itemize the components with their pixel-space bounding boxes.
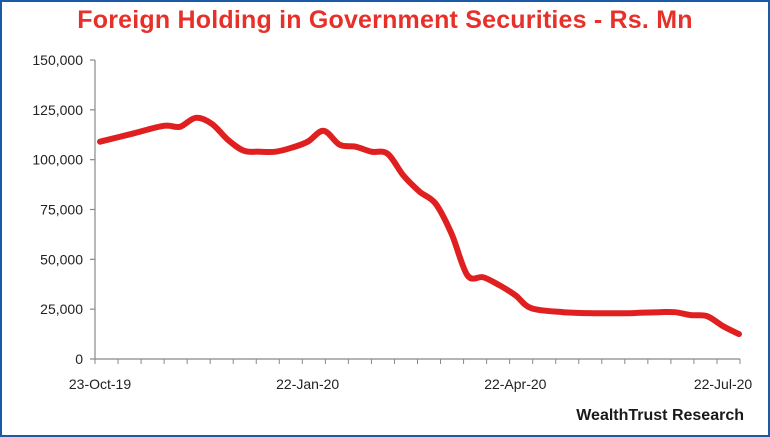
y-tick-label: 0 xyxy=(75,351,83,367)
y-tick-label: 150,000 xyxy=(32,52,83,68)
x-tick-label: 22-Apr-20 xyxy=(484,376,546,392)
chart-title: Foreign Holding in Government Securities… xyxy=(77,6,693,34)
x-tick-label: 23-Oct-19 xyxy=(69,376,131,392)
x-axis-ticks: 23-Oct-19 22-Jan-20 22-Apr-20 22-Jul-20 xyxy=(69,359,753,392)
y-tick-label: 100,000 xyxy=(32,152,83,168)
series-group xyxy=(97,114,742,338)
y-tick-label: 25,000 xyxy=(40,301,83,317)
x-tick-label: 22-Jan-20 xyxy=(276,376,339,392)
y-tick-label: 50,000 xyxy=(40,251,83,267)
series-line xyxy=(97,114,742,338)
y-axis-ticks: 0 25,000 50,000 75,000 100,000 125,000 150,000 xyxy=(32,52,95,367)
x-tick-label: 22-Jul-20 xyxy=(694,376,753,392)
y-tick-label: 125,000 xyxy=(32,102,83,118)
y-tick-label: 75,000 xyxy=(40,202,83,218)
source-label: WealthTrust Research xyxy=(576,407,744,424)
